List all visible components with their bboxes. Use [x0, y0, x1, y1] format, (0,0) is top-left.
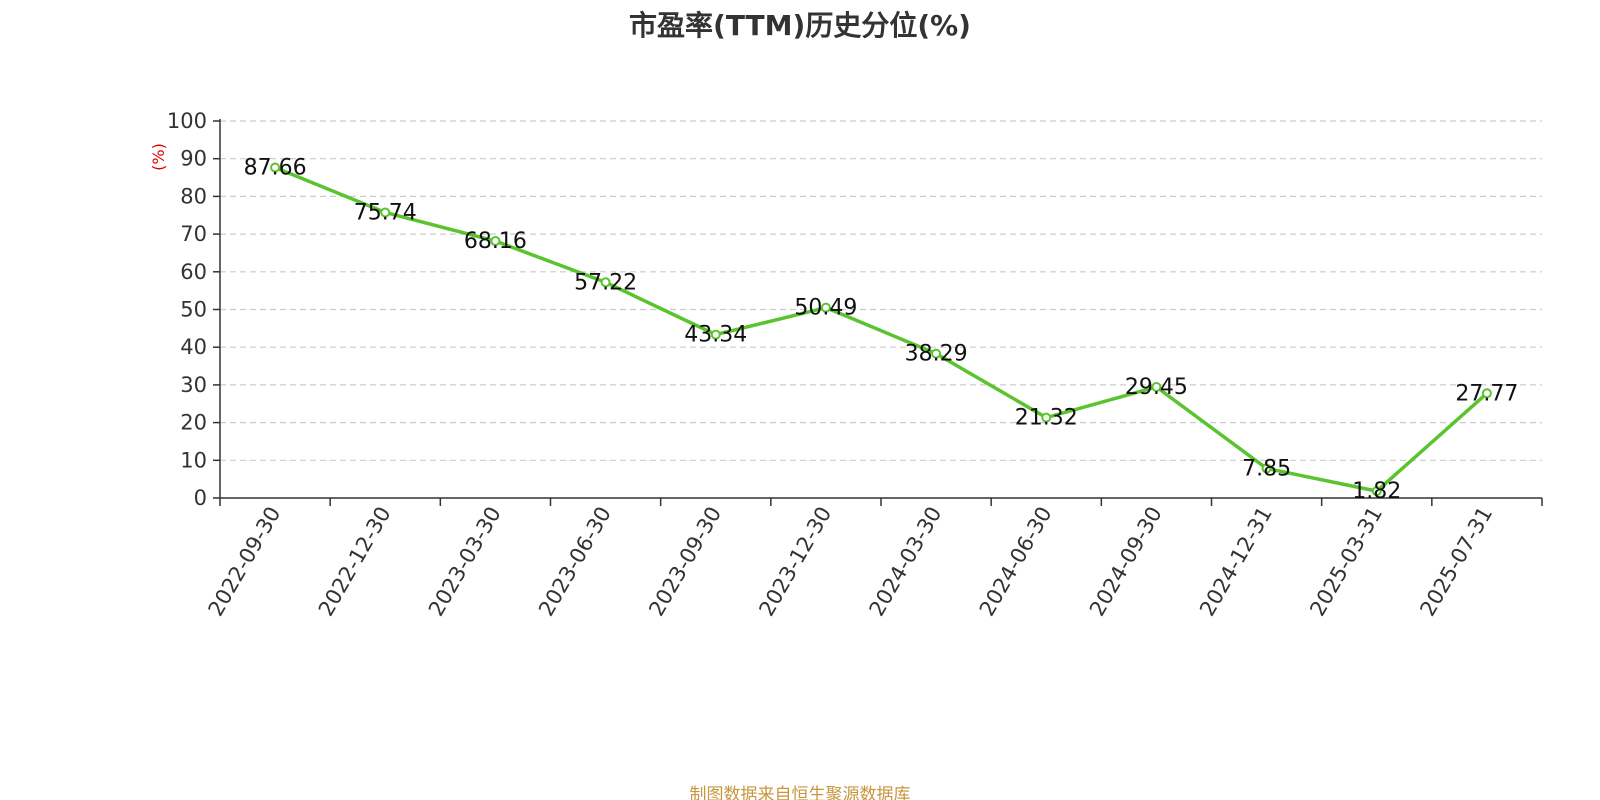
y-axis-title: (%)	[149, 143, 168, 171]
x-tick-label: 2022-12-30	[314, 503, 396, 621]
y-tick-label: 100	[167, 109, 207, 133]
data-point	[1151, 381, 1162, 392]
y-tick-label: 60	[180, 260, 207, 284]
y-tick-label: 20	[180, 411, 207, 435]
data-point	[380, 207, 391, 218]
x-tick-label: 2024-03-30	[865, 502, 947, 620]
series-line	[274, 165, 1489, 493]
y-tick-label: 50	[180, 298, 207, 322]
source-credit: 制图数据来自恒生聚源数据库	[689, 785, 911, 800]
x-tick-label: 2025-07-31	[1415, 503, 1497, 621]
data-point	[931, 348, 942, 359]
chart-title: 市盈率(TTM)历史分位(%)	[629, 9, 971, 42]
x-tick-label: 2022-09-30	[204, 503, 286, 621]
data-label: 27.77	[1455, 381, 1518, 406]
data-label: 75.74	[354, 200, 417, 225]
data-label: 43.34	[684, 323, 747, 348]
x-tick-label: 2024-12-31	[1195, 503, 1277, 621]
x-tick-label: 2025-03-31	[1305, 503, 1387, 621]
data-point	[820, 302, 831, 313]
y-tick-label: 40	[180, 335, 207, 359]
data-label: 1.82	[1352, 479, 1401, 504]
data-label: 29.45	[1125, 375, 1188, 400]
data-point	[600, 277, 611, 288]
data-label: 21.32	[1015, 406, 1078, 431]
x-tick-label: 2023-09-30	[644, 503, 726, 621]
x-tick-label: 2023-03-30	[424, 502, 506, 620]
data-point	[710, 329, 721, 340]
y-tick-label: 70	[180, 222, 207, 246]
y-tick-label: 10	[180, 448, 207, 472]
data-label: 87.66	[244, 156, 307, 181]
data-label: 7.85	[1242, 456, 1291, 481]
data-point	[270, 162, 281, 173]
data-label: 50.49	[794, 296, 857, 321]
data-point	[1481, 388, 1492, 399]
data-point	[1261, 463, 1272, 474]
x-tick-label: 2024-09-30	[1085, 503, 1167, 621]
y-tick-label: 90	[180, 147, 207, 171]
x-tick-label: 2023-12-30	[754, 503, 836, 621]
x-tick-label: 2024-06-30	[975, 503, 1057, 621]
data-point	[1371, 486, 1382, 497]
y-tick-label: 80	[180, 184, 207, 208]
data-label: 68.16	[464, 229, 527, 254]
y-tick-label: 0	[194, 486, 207, 510]
x-tick-label: 2023-06-30	[534, 503, 616, 621]
data-label: 38.29	[905, 342, 968, 367]
data-label: 57.22	[574, 270, 637, 295]
data-point	[1041, 412, 1052, 423]
data-point	[490, 236, 501, 247]
y-tick-label: 30	[180, 373, 207, 397]
